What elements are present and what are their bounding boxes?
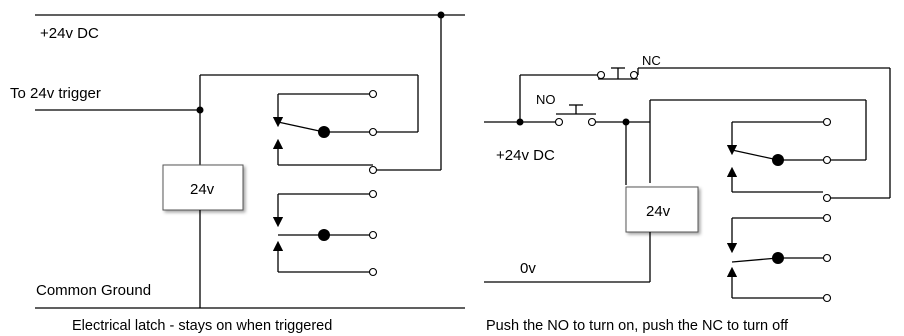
- left-upper-relay-terminal-2: [368, 127, 378, 137]
- left-caption: Electrical latch - stays on when trigger…: [72, 318, 332, 334]
- left-lower-relay-terminal-3: [368, 267, 378, 277]
- right-upper-relay-terminal-1: [822, 117, 832, 127]
- right-zero-volt-label: 0v: [520, 260, 536, 277]
- left-upper-relay-terminal-1: [368, 89, 378, 99]
- left-ground-label: Common Ground: [36, 282, 151, 299]
- right-lower-relay-terminal-3: [822, 293, 832, 303]
- left-latch-circuit: +24v DC To 24v trigger 24v Common Ground…: [10, 11, 465, 334]
- right-caption: Push the NO to turn on, push the NC to t…: [486, 318, 789, 334]
- nc-label: NC: [642, 53, 661, 68]
- no-label: NO: [536, 92, 556, 107]
- left-upper-relay-terminal-3: [368, 165, 378, 175]
- right-latch-circuit: NC NO +24v DC 24v 0v Push the NO to turn…: [484, 53, 891, 334]
- right-upper-relay-terminal-2: [822, 155, 832, 165]
- right-supply-label: +24v DC: [496, 147, 555, 164]
- left-trigger-label: To 24v trigger: [10, 85, 101, 102]
- nc-switch-terminal-1: [596, 70, 606, 80]
- right-lower-relay-terminal-2: [822, 253, 832, 263]
- left-relay-coil: [162, 164, 244, 211]
- no-switch-terminal-1: [554, 117, 564, 127]
- right-coil-label: 24v: [646, 203, 671, 220]
- nc-switch-terminal-2: [629, 70, 639, 80]
- left-lower-relay-terminal-1: [368, 189, 378, 199]
- left-supply-label: +24v DC: [40, 25, 99, 42]
- right-lower-relay-terminal-1: [822, 213, 832, 223]
- left-coil-label: 24v: [190, 181, 215, 198]
- left-lower-relay-terminal-2: [368, 230, 378, 240]
- right-relay-coil: [625, 186, 699, 233]
- no-switch-terminal-2: [587, 117, 597, 127]
- right-upper-relay-terminal-3: [822, 193, 832, 203]
